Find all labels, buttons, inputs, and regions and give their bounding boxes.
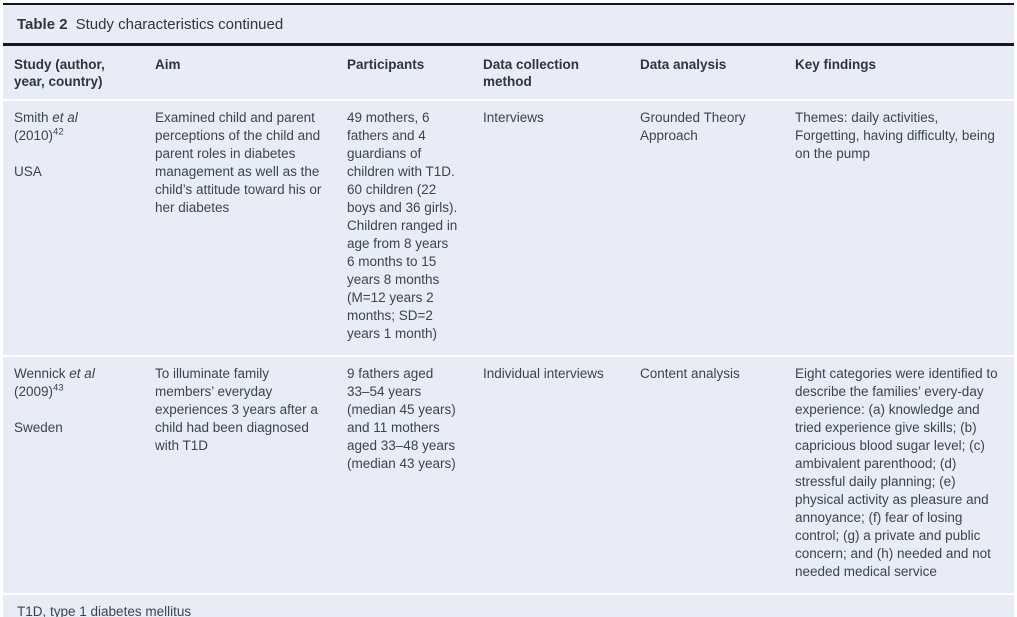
- study-cell: Wennick et al (2009)43 Sweden: [3, 356, 144, 595]
- table-caption: Table 2 Study characteristics continued: [3, 5, 1014, 46]
- table-title: Study characteristics continued: [75, 16, 284, 33]
- study-citation: Wennick et al (2009)43: [14, 365, 130, 401]
- column-header-aim: Aim: [144, 46, 336, 101]
- study-year: (2010): [14, 128, 54, 143]
- column-header-data-analysis: Data analysis: [629, 46, 784, 101]
- key-findings-cell: Eight categories were identified to desc…: [784, 356, 1014, 595]
- et-al: et al: [52, 110, 78, 125]
- column-header-data-collection-method: Data collection method: [472, 46, 629, 101]
- table-footnote: T1D, type 1 diabetes mellitus: [17, 604, 192, 617]
- et-al: et al: [69, 366, 95, 381]
- study-author: Smith: [14, 110, 49, 125]
- study-country: Sweden: [14, 420, 63, 435]
- data-collection-method-cell: Individual interviews: [472, 356, 629, 595]
- study-cell: Smith et al (2010)42 USA: [3, 100, 144, 357]
- study-country: USA: [14, 164, 42, 179]
- header-row: Study (author, year, country) Aim Partic…: [3, 46, 1014, 101]
- study-author: Wennick: [14, 366, 66, 381]
- participants-cell: 9 fathers aged 33–54 years (median 45 ye…: [336, 356, 472, 595]
- key-findings-cell: Themes: daily activities, Forgetting, ha…: [784, 100, 1014, 357]
- data-analysis-cell: Content analysis: [629, 356, 784, 595]
- table-row: Wennick et al (2009)43 Sweden To illumina…: [3, 356, 1014, 595]
- study-citation: Smith et al (2010)42: [14, 109, 130, 145]
- data-collection-method-cell: Interviews: [472, 100, 629, 357]
- study-characteristics-table-panel: Table 2 Study characteristics continued S…: [3, 3, 1014, 617]
- aim-cell: To illuminate family members’ everyday e…: [144, 356, 336, 595]
- reference-number: 43: [53, 382, 64, 394]
- reference-number: 42: [53, 126, 64, 138]
- column-header-participants: Participants: [336, 46, 472, 101]
- aim-cell: Examined child and parent perceptions of…: [144, 100, 336, 357]
- study-year: (2009): [14, 384, 54, 399]
- participants-cell: 49 mothers, 6 fathers and 4 guardians of…: [336, 100, 472, 357]
- data-analysis-cell: Grounded Theory Approach: [629, 100, 784, 357]
- study-characteristics-table: Study (author, year, country) Aim Partic…: [3, 46, 1014, 595]
- column-header-study: Study (author, year, country): [3, 46, 144, 101]
- table-number-label: Table 2: [17, 16, 68, 33]
- column-header-key-findings: Key findings: [784, 46, 1014, 101]
- table-row: Smith et al (2010)42 USA Examined child a…: [3, 100, 1014, 357]
